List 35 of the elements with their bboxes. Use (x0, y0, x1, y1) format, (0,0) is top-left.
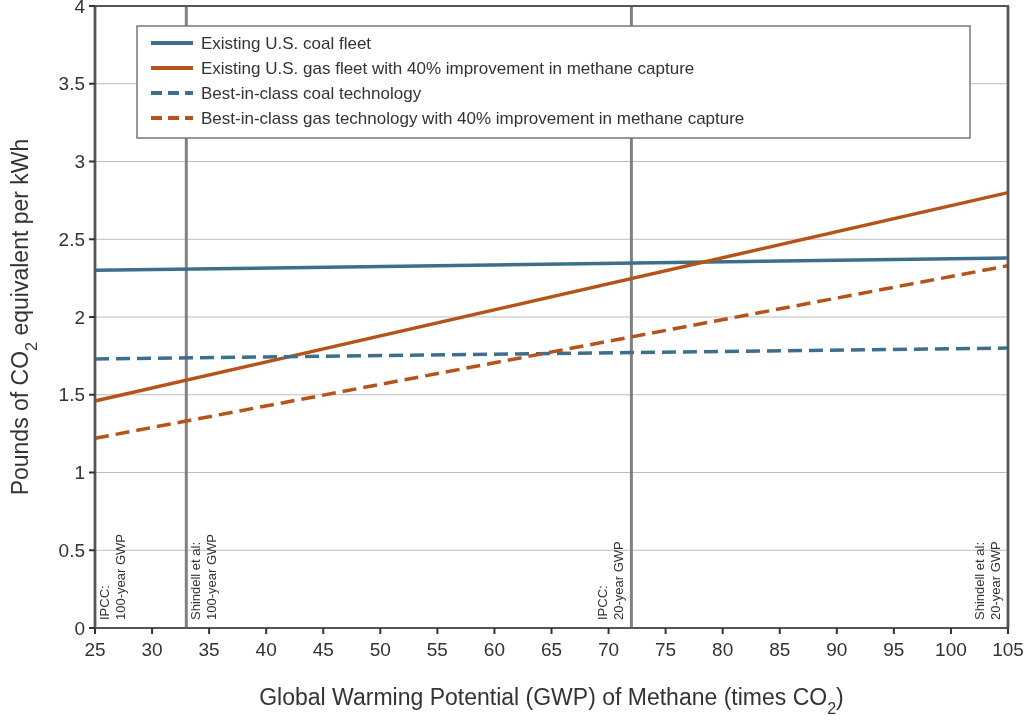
legend-label: Existing U.S. coal fleet (201, 33, 372, 53)
x-tick-label: 50 (369, 639, 391, 660)
y-tick-label: 4 (74, 0, 86, 17)
x-tick-label: 90 (826, 639, 848, 660)
annotation: IPCC: 20-year GWP (595, 541, 627, 620)
x-tick-label: 35 (198, 639, 220, 660)
x-tick-label: 45 (312, 639, 334, 660)
x-tick-label: 65 (540, 639, 563, 660)
y-tick-label: 3 (74, 151, 85, 173)
y-tick-label: 2 (74, 306, 85, 328)
y-tick-label: 2.5 (58, 228, 85, 250)
y-tick-label: 3.5 (58, 73, 85, 95)
y-tick-label: 1.5 (58, 384, 85, 406)
annotation: Shindell et al: 100-year GWP (188, 534, 220, 620)
legend-label: Existing U.S. gas fleet with 40% improvement in methane capture (201, 58, 695, 78)
legend-label: Best-in-class gas technology with 40% improvement in methane capture (201, 108, 745, 128)
x-tick-label: 85 (769, 639, 791, 660)
annotation: Shindell et al: 20-year GWP (972, 541, 1003, 620)
x-tick-label: 70 (597, 639, 620, 660)
x-tick-label: 25 (84, 639, 106, 660)
x-axis-title: Global Warming Potential (GWP) of Methane (times CO$_{2}$) (259, 684, 844, 717)
x-tick-label: 55 (426, 639, 448, 660)
y-tick-label: 1 (74, 462, 85, 484)
x-tick-label: 95 (883, 639, 905, 660)
x-tick-label: 60 (483, 639, 506, 660)
x-tick-label: 75 (655, 639, 677, 660)
x-tick-label: 100 (935, 639, 967, 660)
legend-label: Best-in-class coal technology (201, 83, 422, 103)
y-tick-label: 0.5 (58, 539, 85, 561)
x-tick-label: 40 (255, 639, 277, 660)
x-tick-label: 30 (141, 639, 163, 660)
annotation: IPCC: 100-year GWP (97, 534, 128, 620)
x-tick-label: 80 (712, 639, 734, 660)
y-tick-label: 0 (74, 617, 85, 639)
x-tick-label: 105 (992, 639, 1024, 660)
